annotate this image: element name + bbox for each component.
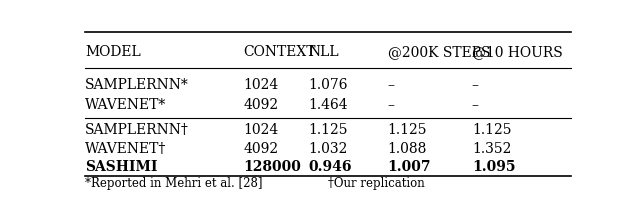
Text: –: –	[472, 98, 479, 112]
Text: 1.088: 1.088	[388, 142, 427, 156]
Text: 1024: 1024	[244, 78, 279, 92]
Text: SAMPLERNN*: SAMPLERNN*	[85, 78, 189, 92]
Text: SAMPLERNN†: SAMPLERNN†	[85, 123, 189, 137]
Text: 1.352: 1.352	[472, 142, 511, 156]
Text: @200K STEPS: @200K STEPS	[388, 45, 490, 59]
Text: 4092: 4092	[244, 98, 279, 112]
Text: 4092: 4092	[244, 142, 279, 156]
Text: –: –	[388, 78, 394, 92]
Text: @10 HOURS: @10 HOURS	[472, 45, 563, 59]
Text: 1.125: 1.125	[388, 123, 427, 137]
Text: 1.032: 1.032	[308, 142, 348, 156]
Text: SASHIMI: SASHIMI	[85, 160, 157, 174]
Text: 1024: 1024	[244, 123, 279, 137]
Text: 1.125: 1.125	[308, 123, 348, 137]
Text: 1.095: 1.095	[472, 160, 515, 174]
Text: –: –	[388, 98, 394, 112]
Text: 1.076: 1.076	[308, 78, 348, 92]
Text: 0.946: 0.946	[308, 160, 351, 174]
Text: *Reported in Mehri et al. [28]: *Reported in Mehri et al. [28]	[85, 177, 262, 190]
Text: †Our replication: †Our replication	[328, 177, 425, 190]
Text: MODEL: MODEL	[85, 45, 141, 59]
Text: 128000: 128000	[244, 160, 301, 174]
Text: CONTEXT: CONTEXT	[244, 45, 316, 59]
Text: 1.464: 1.464	[308, 98, 348, 112]
Text: WAVENET*: WAVENET*	[85, 98, 166, 112]
Text: NLL: NLL	[308, 45, 339, 59]
Text: 1.125: 1.125	[472, 123, 511, 137]
Text: –: –	[472, 78, 479, 92]
Text: WAVENET†: WAVENET†	[85, 142, 166, 156]
Text: 1.007: 1.007	[388, 160, 431, 174]
